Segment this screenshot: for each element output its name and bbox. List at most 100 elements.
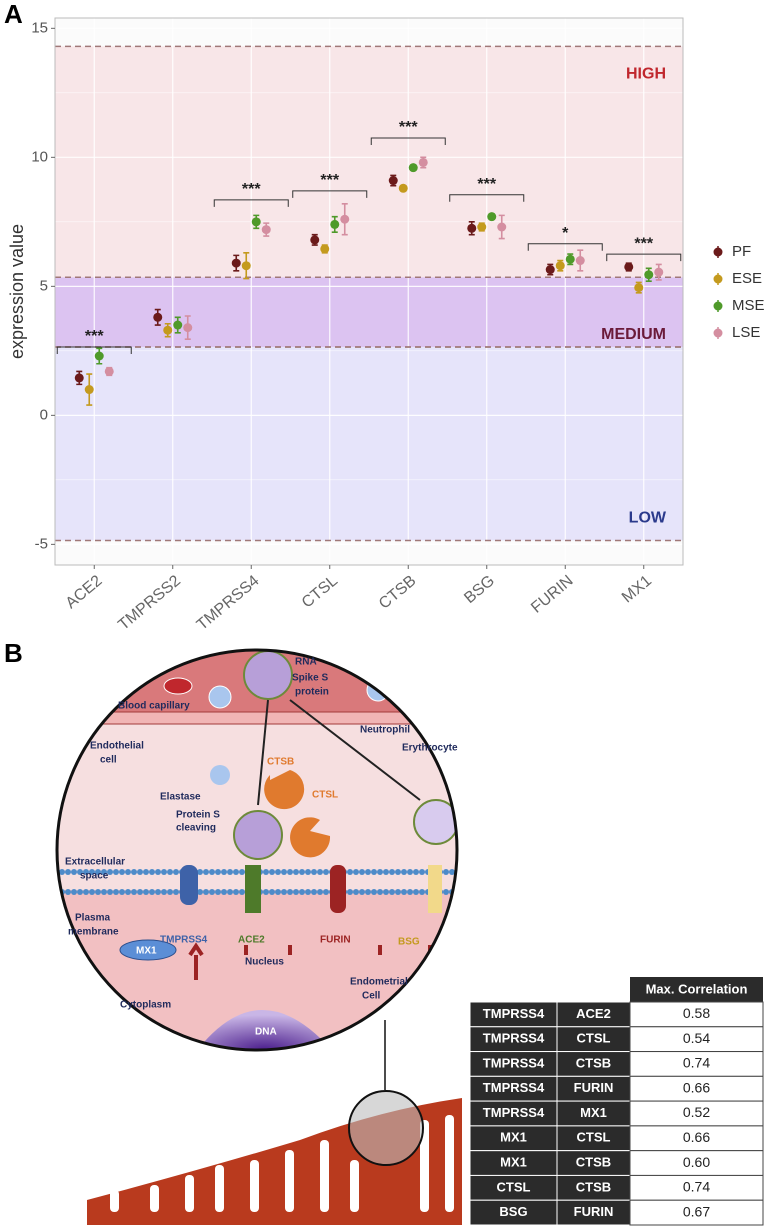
table-text: 0.60 (683, 1154, 710, 1170)
lipid (59, 869, 65, 875)
lipid (149, 889, 155, 895)
label: Protein S (176, 810, 220, 821)
dot (497, 222, 507, 232)
lipid (311, 889, 317, 895)
lipid (389, 889, 395, 895)
lipid (401, 889, 407, 895)
lipid (299, 889, 305, 895)
lipid (461, 869, 467, 875)
lipid (239, 889, 245, 895)
lipid (407, 869, 413, 875)
lipid (293, 889, 299, 895)
gland (110, 1190, 119, 1212)
lipid (299, 869, 305, 875)
dot (251, 217, 261, 227)
table-text: TMPRSS4 (483, 1080, 545, 1095)
dot (183, 323, 193, 333)
lipid (161, 869, 167, 875)
dot (330, 219, 340, 229)
dot (467, 223, 477, 233)
gland (185, 1175, 194, 1212)
band-label: LOW (629, 510, 667, 527)
lipid (71, 869, 77, 875)
table-cell (629, 1051, 764, 1077)
gland (215, 1165, 224, 1212)
lipid (143, 869, 149, 875)
label: Nucleus (245, 957, 284, 968)
lipid (77, 869, 83, 875)
table-text: TMPRSS4 (483, 1006, 545, 1021)
lipid (77, 889, 83, 895)
ctsb-enzyme (264, 770, 305, 810)
lipid (149, 869, 155, 875)
lipid (401, 869, 407, 875)
label: cleaving (176, 823, 216, 834)
table-text: BSG (499, 1204, 527, 1219)
significance-label: *** (399, 119, 418, 136)
dot (173, 320, 183, 330)
label: membrane (68, 927, 119, 938)
lipid (449, 869, 455, 875)
lipid (413, 869, 419, 875)
lipid (281, 889, 287, 895)
band (55, 46, 683, 278)
table-text: FURIN (574, 1204, 614, 1219)
lipid (83, 889, 89, 895)
lipid (215, 889, 221, 895)
gland (350, 1160, 359, 1212)
lipid (89, 869, 95, 875)
table-text: CTSB (576, 1154, 611, 1169)
x-tick-label: CTSB (376, 572, 420, 612)
lipid (353, 869, 359, 875)
x-tick-label: BSG (461, 572, 498, 607)
table-text: TMPRSS4 (483, 1105, 545, 1120)
table-cell (629, 1100, 764, 1127)
lipid (359, 889, 365, 895)
endothelium (57, 711, 457, 725)
table-cell (629, 1001, 764, 1028)
significance-bracket (56, 346, 132, 354)
table-cell (629, 1075, 764, 1102)
legend-label: ESE (732, 270, 762, 287)
dot (654, 267, 664, 277)
dot (94, 351, 104, 361)
lipid (89, 889, 95, 895)
lipid (113, 889, 119, 895)
lipid (365, 869, 371, 875)
dot (477, 222, 487, 232)
table-cell (629, 1174, 764, 1201)
label: Neutrophil (360, 725, 410, 736)
table-header-cell (630, 977, 763, 1002)
lipid (287, 889, 293, 895)
table-text: 0.66 (683, 1079, 710, 1095)
lipid (173, 889, 179, 895)
dot (408, 163, 418, 173)
bsg (428, 865, 442, 913)
table-cell (469, 1001, 558, 1028)
lipid (95, 869, 101, 875)
significance-bracket (449, 194, 525, 202)
lipid (233, 869, 239, 875)
lipid (167, 869, 173, 875)
legend-marker (713, 301, 723, 311)
label: FURIN (320, 935, 351, 946)
virus (243, 650, 293, 700)
lipid (131, 889, 137, 895)
lipid (407, 889, 413, 895)
lipid (419, 869, 425, 875)
neutrophil (208, 685, 232, 709)
glands (110, 1115, 454, 1212)
panel-label: B (4, 638, 23, 668)
lipid (455, 889, 457, 895)
gland (150, 1185, 159, 1212)
lipid (353, 889, 359, 895)
significance-label: * (562, 225, 569, 242)
lipid (197, 889, 203, 895)
dot (565, 254, 575, 264)
label: CTSL (312, 790, 338, 801)
lipid (119, 869, 125, 875)
gland (320, 1140, 329, 1212)
dot (261, 225, 271, 235)
lipid (173, 869, 179, 875)
lipid (263, 889, 269, 895)
